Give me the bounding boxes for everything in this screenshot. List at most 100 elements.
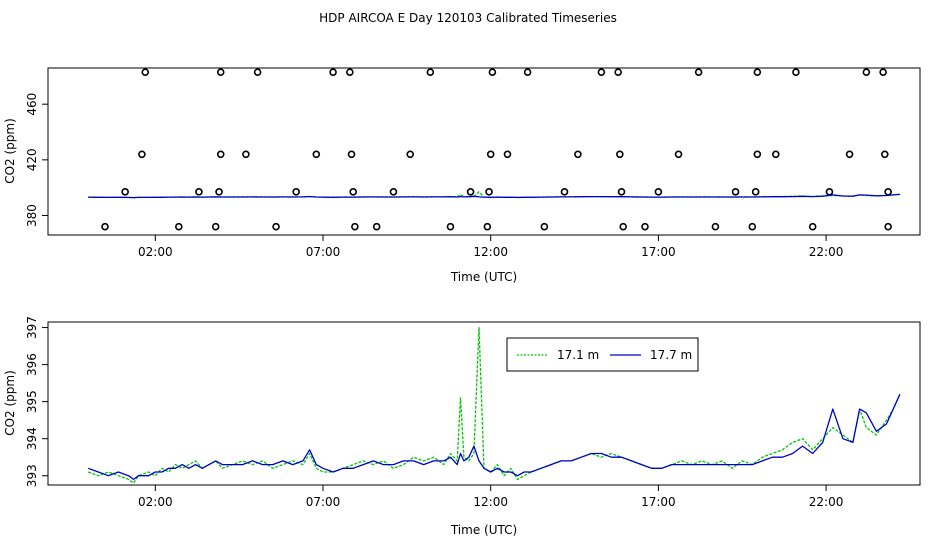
page-title: HDP AIRCOA E Day 120103 Calibrated Times…	[319, 11, 617, 25]
series-line-17-7m	[87, 393, 901, 481]
flag-marker	[242, 150, 250, 159]
flag-marker	[731, 188, 740, 196]
series-line-17-1m	[87, 326, 901, 484]
flag-marker	[215, 188, 223, 196]
flag-marker	[884, 188, 892, 196]
flag-marker	[503, 150, 512, 159]
flag-marker	[121, 188, 129, 196]
flag-marker	[574, 150, 582, 159]
top-plot-marks	[88, 68, 900, 231]
flag-marker	[748, 222, 757, 231]
flag-marker	[372, 222, 381, 231]
flag-marker	[488, 68, 497, 76]
flag-marker	[616, 150, 624, 159]
flag-marker	[138, 150, 146, 159]
legend-label-17-1m: 17.1 m	[557, 348, 599, 362]
flag-marker	[753, 150, 762, 159]
flag-marker	[195, 188, 203, 196]
flag-marker	[845, 150, 854, 159]
bottom-y-axis: 393 394 395 396 397	[25, 316, 48, 487]
bottom-x-tick-label: 07:00	[306, 495, 341, 509]
top-y-tick-label: 460	[25, 93, 39, 116]
flag-marker	[349, 188, 358, 196]
flag-marker	[641, 222, 649, 231]
top-x-axis: 02:00 07:00 12:00 17:00 22:00	[138, 235, 843, 259]
flag-marker	[486, 150, 495, 159]
flag-marker	[808, 222, 817, 231]
bottom-x-axis-label: Time (UTC)	[450, 523, 517, 537]
flag-marker	[216, 150, 225, 159]
top-y-axis-label: CO2 (ppm)	[3, 118, 17, 184]
flag-marker	[597, 68, 606, 76]
top-x-tick-label: 22:00	[809, 245, 844, 259]
flag-marker	[753, 68, 762, 76]
flag-marker	[292, 188, 300, 196]
top-x-tick-label: 17:00	[641, 245, 676, 259]
flag-marker	[523, 68, 532, 76]
top-panel: 02:00 07:00 12:00 17:00 22:00 380 420 460 Time…	[3, 67, 921, 284]
flag-marker	[711, 222, 720, 231]
bottom-plot-frame	[47, 321, 921, 486]
top-y-tick-label: 420	[25, 148, 39, 171]
flag-marker	[351, 222, 359, 231]
flag-marker	[694, 68, 703, 76]
flag-marker	[346, 68, 354, 76]
top-x-tick-label: 07:00	[306, 245, 341, 259]
series-line-17-7m-top	[88, 193, 900, 199]
flag-marker	[272, 222, 280, 231]
flag-marker	[389, 188, 398, 196]
flag-marker	[141, 68, 150, 76]
bottom-y-axis-label: CO2 (ppm)	[3, 370, 17, 436]
flag-marker	[253, 68, 262, 76]
bottom-panel: 02:00 07:00 12:00 17:00 22:00 39339439539639…	[3, 316, 921, 537]
flag-marker	[771, 150, 780, 159]
top-y-tick-label: 380	[25, 204, 39, 227]
flag-marker	[426, 68, 435, 76]
flag-marker	[654, 188, 663, 196]
flag-marker	[879, 68, 887, 76]
top-plot-frame	[47, 67, 921, 236]
top-x-tick-label: 02:00	[138, 245, 173, 259]
flag-marker	[884, 222, 892, 231]
flag-marker	[792, 68, 800, 76]
flag-marker	[614, 68, 622, 76]
flag-marker	[674, 150, 683, 159]
bottom-y-tick-label: 395	[25, 390, 39, 413]
top-x-tick-label: 12:00	[473, 245, 508, 259]
flag-marker	[101, 222, 109, 231]
legend: 17.1 m 17.7 m	[506, 337, 699, 372]
bottom-x-axis: 02:00 07:00 12:00 17:00 22:00	[138, 485, 843, 509]
flag-marker	[485, 188, 493, 196]
top-x-axis-label: Time (UTC)	[450, 270, 517, 284]
bottom-y-tick-label: 393	[25, 464, 39, 487]
bottom-y-tick-label: 397	[25, 316, 39, 339]
flag-marker	[406, 150, 415, 159]
flag-marker	[446, 222, 455, 231]
bottom-x-tick-label: 12:00	[473, 495, 508, 509]
legend-label-17-7m: 17.7 m	[650, 348, 692, 362]
flag-marker	[329, 68, 337, 76]
flag-marker	[560, 188, 569, 196]
bottom-x-tick-label: 17:00	[641, 495, 676, 509]
bottom-x-tick-label: 02:00	[138, 495, 173, 509]
flag-marker	[466, 188, 475, 196]
flag-marker	[751, 188, 760, 196]
flag-marker	[312, 150, 321, 159]
flag-marker	[211, 222, 220, 231]
bottom-y-tick-label: 394	[25, 427, 39, 450]
bottom-plot-marks	[87, 326, 901, 484]
bottom-x-tick-label: 22:00	[809, 495, 844, 509]
flag-marker	[617, 188, 626, 196]
bottom-y-tick-label: 396	[25, 353, 39, 376]
flag-marker	[880, 150, 889, 159]
top-y-axis: 380 420 460	[25, 93, 48, 227]
flag-marker	[347, 150, 356, 159]
flag-marker	[483, 222, 492, 231]
flag-marker	[862, 68, 871, 76]
flag-marker	[175, 222, 183, 231]
flag-marker	[216, 68, 225, 76]
flag-marker	[619, 222, 627, 231]
flag-marker	[540, 222, 549, 231]
flag-marker	[825, 188, 834, 196]
